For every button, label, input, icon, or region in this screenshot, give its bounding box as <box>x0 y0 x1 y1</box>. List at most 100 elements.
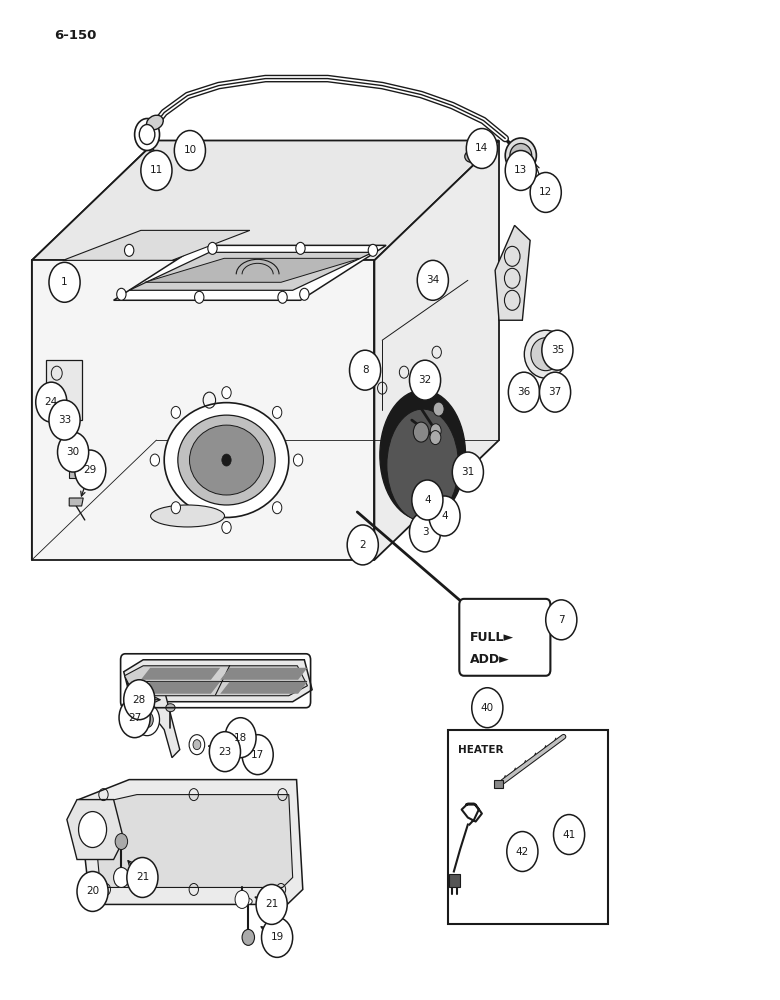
Text: 27: 27 <box>128 713 141 723</box>
Circle shape <box>119 698 151 738</box>
Circle shape <box>151 454 160 466</box>
Circle shape <box>171 502 180 514</box>
Circle shape <box>509 372 540 412</box>
Circle shape <box>49 400 80 440</box>
Ellipse shape <box>510 143 532 167</box>
Circle shape <box>117 288 126 300</box>
Circle shape <box>300 288 309 300</box>
Ellipse shape <box>531 338 561 371</box>
Text: 4: 4 <box>424 495 431 505</box>
Circle shape <box>349 350 381 390</box>
Polygon shape <box>124 660 312 702</box>
Text: 34: 34 <box>426 275 439 285</box>
Text: 31: 31 <box>461 467 474 477</box>
Ellipse shape <box>524 330 567 378</box>
Circle shape <box>296 242 305 254</box>
Circle shape <box>540 372 571 412</box>
Circle shape <box>58 432 89 472</box>
Text: 3: 3 <box>422 527 428 537</box>
Text: 18: 18 <box>234 733 247 743</box>
Polygon shape <box>79 780 303 904</box>
Circle shape <box>189 735 204 755</box>
Polygon shape <box>127 670 179 758</box>
Circle shape <box>194 291 204 303</box>
Circle shape <box>114 867 129 887</box>
Circle shape <box>272 406 282 418</box>
Circle shape <box>124 680 155 720</box>
Ellipse shape <box>147 115 163 130</box>
Text: 24: 24 <box>44 397 58 407</box>
Polygon shape <box>220 682 307 694</box>
Text: ADD►: ADD► <box>470 653 510 666</box>
Polygon shape <box>141 682 220 694</box>
Text: 12: 12 <box>539 187 552 197</box>
Text: 19: 19 <box>271 932 284 942</box>
Circle shape <box>242 735 273 775</box>
Polygon shape <box>125 666 307 696</box>
Text: 10: 10 <box>183 145 197 155</box>
Circle shape <box>452 452 484 492</box>
Polygon shape <box>69 468 81 478</box>
Circle shape <box>542 330 573 370</box>
Circle shape <box>433 402 444 416</box>
Polygon shape <box>448 730 608 924</box>
Polygon shape <box>145 258 360 282</box>
Ellipse shape <box>387 409 459 521</box>
Ellipse shape <box>68 434 82 446</box>
Text: FULL►: FULL► <box>470 631 514 644</box>
Text: 29: 29 <box>83 465 97 475</box>
Text: 7: 7 <box>558 615 565 625</box>
Text: 6-150: 6-150 <box>54 29 96 42</box>
Text: 23: 23 <box>218 747 232 757</box>
Text: 42: 42 <box>516 847 529 857</box>
Ellipse shape <box>244 898 252 904</box>
Circle shape <box>554 815 585 855</box>
Polygon shape <box>93 795 292 887</box>
Circle shape <box>347 525 378 565</box>
Ellipse shape <box>166 704 175 712</box>
Text: 30: 30 <box>66 447 80 457</box>
Circle shape <box>222 521 231 533</box>
Circle shape <box>272 502 282 514</box>
Circle shape <box>410 512 441 552</box>
Text: 21: 21 <box>265 899 278 909</box>
Polygon shape <box>494 780 503 788</box>
Circle shape <box>135 119 160 150</box>
Circle shape <box>209 732 240 772</box>
Text: 28: 28 <box>133 695 146 705</box>
Ellipse shape <box>190 425 264 495</box>
Circle shape <box>412 480 443 520</box>
Circle shape <box>193 740 200 750</box>
Circle shape <box>293 454 303 466</box>
Polygon shape <box>220 668 307 680</box>
Circle shape <box>235 890 249 908</box>
Circle shape <box>431 424 441 438</box>
Ellipse shape <box>178 415 275 505</box>
Circle shape <box>125 244 134 256</box>
Circle shape <box>472 688 503 728</box>
Circle shape <box>242 929 254 945</box>
Text: 33: 33 <box>58 415 71 425</box>
Text: 37: 37 <box>548 387 562 397</box>
Circle shape <box>256 884 287 924</box>
Circle shape <box>36 382 67 422</box>
Text: 32: 32 <box>418 375 431 385</box>
Polygon shape <box>374 140 499 560</box>
Polygon shape <box>114 245 386 300</box>
Text: 14: 14 <box>475 143 488 153</box>
Polygon shape <box>67 800 124 859</box>
Ellipse shape <box>505 138 537 173</box>
Circle shape <box>127 858 158 897</box>
FancyBboxPatch shape <box>459 599 551 676</box>
Circle shape <box>410 360 441 400</box>
Text: 21: 21 <box>136 872 149 882</box>
Circle shape <box>466 129 498 168</box>
Circle shape <box>546 600 577 640</box>
Text: 35: 35 <box>551 345 564 355</box>
Polygon shape <box>32 260 374 560</box>
Text: 8: 8 <box>362 365 368 375</box>
Text: HEATER: HEATER <box>458 745 503 755</box>
Circle shape <box>222 387 231 399</box>
Circle shape <box>368 244 378 256</box>
Circle shape <box>417 260 448 300</box>
